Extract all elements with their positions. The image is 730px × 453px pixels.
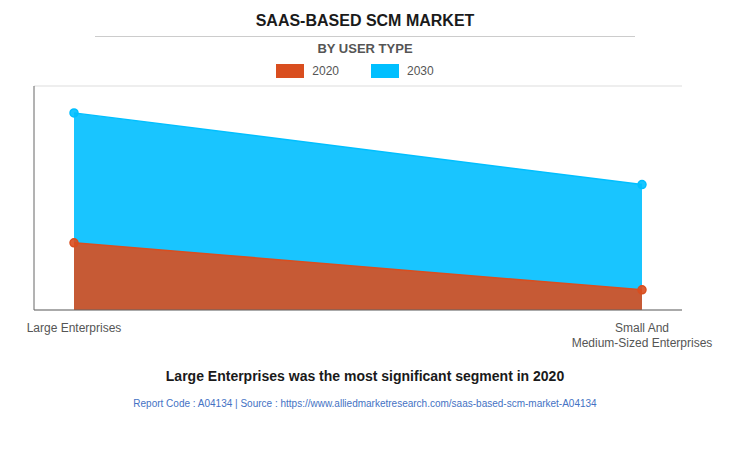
- html-text:BY USER TYPE: BY USER TYPE: [317, 41, 413, 56]
- html-text:SAAS-BASED SCM MARKET: SAAS-BASED SCM MARKET: [255, 12, 475, 29]
- svg-text:Small AndMedium-Sized Enterpri: Small AndMedium-Sized Enterprises: [572, 321, 713, 350]
- html-text:Report Code : A04134 | Source: Report Code : A04134 | Source : https://…: [133, 398, 597, 409]
- html-text:2020: 2020: [312, 64, 339, 78]
- svg-text:Large Enterprises: Large Enterprises: [27, 321, 122, 335]
- html-text:Large Enterprises was the most: Large Enterprises was the most significa…: [165, 368, 565, 384]
- html-text:2030: 2030: [407, 64, 434, 78]
